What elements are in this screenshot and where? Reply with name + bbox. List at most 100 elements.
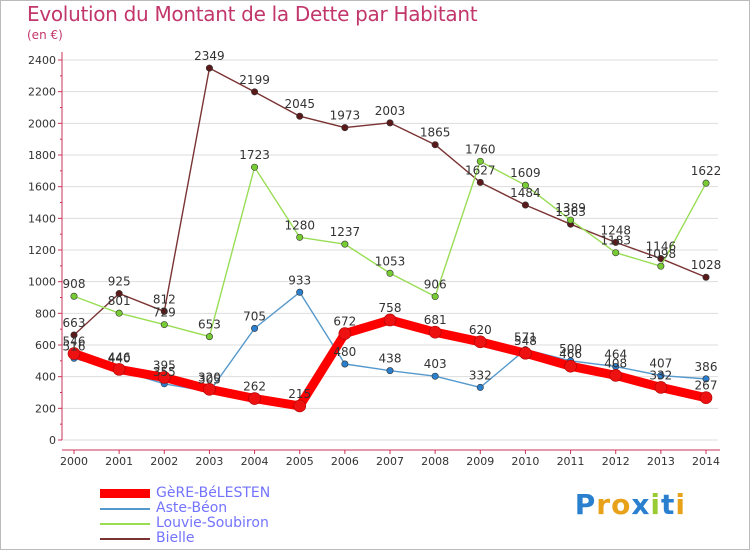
chart-title: Evolution du Montant de la Dette par Hab…: [27, 2, 478, 26]
data-label: 516: [63, 339, 86, 353]
data-label: 1622: [691, 164, 722, 178]
data-point: [341, 124, 349, 132]
x-tick-label: 2001: [105, 455, 133, 468]
y-tick-label: 800: [35, 307, 56, 320]
x-tick-label: 2013: [647, 455, 675, 468]
data-point: [67, 347, 81, 360]
data-label: 1760: [465, 142, 496, 156]
y-tick-label: 600: [35, 339, 56, 352]
data-point: [160, 307, 168, 315]
data-label: 386: [695, 360, 718, 374]
legend-label: Louvie-Soubiron: [156, 515, 269, 531]
data-label: 480: [333, 345, 356, 359]
y-tick-label: 1400: [28, 212, 56, 225]
data-point: [386, 367, 394, 375]
data-point: [519, 346, 532, 360]
data-label: 908: [63, 277, 86, 291]
data-label: 1248: [600, 223, 631, 237]
data-point: [70, 331, 78, 339]
data-point: [702, 273, 710, 281]
data-point: [612, 249, 620, 257]
data-point: [341, 360, 349, 368]
data-point: [702, 375, 710, 383]
data-point: [251, 163, 259, 171]
data-label: 663: [63, 316, 86, 330]
data-label: 332: [469, 368, 492, 382]
legend-label: Aste-Béon: [156, 500, 228, 516]
legend-label: GèRE-BéLESTEN: [156, 485, 271, 501]
legend-swatch: [100, 508, 150, 510]
data-label: 933: [288, 273, 311, 287]
x-tick-label: 2008: [421, 455, 449, 468]
brand-letter: P: [574, 488, 597, 521]
data-point: [341, 240, 349, 248]
data-point: [115, 290, 123, 298]
data-label: 1098: [646, 247, 677, 261]
data-point: [431, 141, 439, 149]
y-tick-label: 2200: [28, 86, 56, 99]
data-label: 705: [243, 309, 266, 323]
data-point: [112, 363, 126, 376]
data-label: 2045: [284, 97, 315, 111]
data-label: 1183: [600, 234, 631, 248]
data-point: [115, 309, 123, 317]
legend-swatch: [100, 523, 150, 525]
data-label: 2349: [194, 49, 225, 63]
data-point: [657, 262, 665, 270]
data-label: 906: [424, 278, 447, 292]
data-point: [248, 392, 261, 405]
x-tick-label: 2011: [557, 455, 585, 468]
x-tick-label: 2002: [150, 455, 178, 468]
data-label: 812: [153, 292, 176, 306]
data-point: [386, 269, 394, 277]
data-label: 267: [695, 379, 718, 393]
data-point: [612, 238, 620, 246]
data-label: 1627: [465, 163, 496, 177]
legend-label: Bielle: [156, 530, 195, 546]
data-label: 1484: [510, 186, 541, 200]
data-label: 464: [604, 348, 627, 362]
data-label: 758: [379, 301, 402, 315]
data-label: 395: [153, 358, 176, 372]
brand-letter: i: [650, 488, 661, 521]
data-point: [251, 88, 259, 96]
legend-swatch: [100, 489, 150, 498]
data-label: 320: [198, 370, 221, 384]
x-tick-label: 2000: [60, 455, 88, 468]
data-label: 438: [379, 352, 402, 366]
x-tick-label: 2007: [376, 455, 404, 468]
data-point: [657, 372, 665, 380]
data-point: [157, 371, 171, 384]
y-tick-label: 1000: [28, 276, 56, 289]
data-point: [203, 383, 216, 396]
data-label: 355: [153, 365, 176, 379]
data-point: [564, 359, 577, 373]
x-tick-label: 2004: [241, 455, 269, 468]
data-label: 305: [198, 373, 221, 387]
data-point: [296, 112, 304, 120]
data-label: 548: [514, 334, 537, 348]
data-point: [293, 399, 307, 413]
y-tick-label: 0: [49, 434, 56, 447]
data-point: [476, 383, 484, 391]
y-tick-label: 1200: [28, 244, 56, 257]
y-tick-label: 200: [35, 402, 56, 415]
data-label: 446: [108, 350, 131, 364]
data-label: 2199: [239, 73, 270, 87]
data-point: [521, 201, 529, 209]
data-label: 1146: [646, 240, 677, 254]
data-point: [70, 292, 78, 300]
data-label: 262: [243, 380, 266, 394]
data-label: 1237: [330, 225, 361, 239]
data-label: 1865: [420, 126, 451, 140]
brand-letter: i: [675, 488, 686, 521]
y-tick-label: 2000: [28, 117, 56, 130]
data-label: 1363: [555, 205, 586, 219]
data-point: [473, 335, 487, 349]
data-label: 466: [559, 347, 582, 361]
data-label: 653: [198, 318, 221, 332]
y-tick-label: 1800: [28, 149, 56, 162]
data-point: [702, 179, 710, 187]
data-point: [431, 293, 439, 301]
brand-letter: r: [596, 488, 612, 521]
